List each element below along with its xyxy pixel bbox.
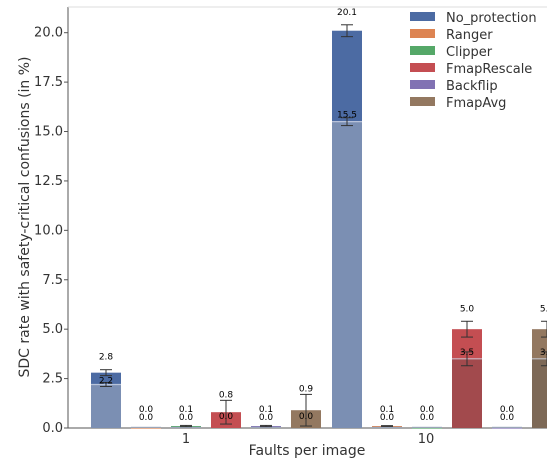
bar-inner-value-label: 0.0 <box>139 413 154 423</box>
bar-inner <box>532 358 547 428</box>
legend-label: Ranger <box>446 28 493 43</box>
bar-inner-value-label: 0.0 <box>219 412 234 422</box>
bar-inner <box>332 121 362 429</box>
bar-inner-value-label: 3.5 <box>540 348 547 358</box>
y-tick-label: 20.0 <box>34 26 63 41</box>
legend-swatch <box>410 29 435 38</box>
bar-inner <box>171 426 201 428</box>
bar-inner <box>412 426 442 428</box>
bar-value-label: 0.0 <box>420 405 435 415</box>
bar-inner <box>91 384 121 428</box>
y-tick-label: 15.0 <box>34 125 63 140</box>
legend: No_protection Ranger Clipper FmapRescale Bac… <box>410 11 537 111</box>
legend-label: Backflip <box>446 79 498 94</box>
bar-inner-value-label: 3.5 <box>460 348 474 358</box>
x-tick-label: 10 <box>418 432 435 447</box>
bar-inner-value-label: 15.5 <box>337 111 357 121</box>
bar-value-label: 5.0 <box>540 304 547 314</box>
bar-inner <box>131 426 161 428</box>
y-tick-label: 5.0 <box>42 322 63 337</box>
x-axis-label: Faults per image <box>249 443 366 459</box>
legend-label: No_protection <box>446 11 537 26</box>
bar <box>131 428 161 429</box>
bar-value-label: 0.9 <box>299 384 314 394</box>
legend-swatch <box>410 63 435 72</box>
legend-label: Clipper <box>446 45 493 60</box>
bar-inner-value-label: 0.0 <box>500 413 515 423</box>
bar-value-label: 0.1 <box>380 405 394 415</box>
bar-value-label: 5.0 <box>460 304 475 314</box>
bar-inner <box>372 426 402 428</box>
bar-inner-value-label: 0.0 <box>299 412 314 422</box>
y-tick-label: 10.0 <box>34 223 63 238</box>
legend-swatch <box>410 80 435 89</box>
bar-inner-value-label: 2.2 <box>99 377 113 387</box>
bar-value-label: 0.1 <box>179 405 193 415</box>
legend-swatch <box>410 46 435 55</box>
y-tick-label: 0.0 <box>42 421 63 436</box>
y-axis-label: SDC rate with safety-critical confusions… <box>17 56 33 377</box>
legend-label: FmapAvg <box>446 96 506 111</box>
bar-value-label: 0.0 <box>139 405 154 415</box>
bar-inner-value-label: 0.0 <box>259 413 274 423</box>
bar-value-label: 0.1 <box>259 405 273 415</box>
plot-area: 2.82.20.00.00.10.00.80.00.10.00.90.020.1… <box>67 6 547 429</box>
bar-inner-value-label: 0.0 <box>179 413 194 423</box>
bar-value-label: 20.1 <box>337 8 357 18</box>
legend-label: FmapRescale <box>446 62 532 77</box>
bar-inner <box>492 426 522 428</box>
bar-inner <box>251 426 281 428</box>
legend-swatch <box>410 12 435 21</box>
legend-swatch <box>410 97 435 106</box>
y-tick-label: 12.5 <box>34 174 63 189</box>
bar-inner-value-label: 0.0 <box>380 413 395 423</box>
bar <box>492 428 522 429</box>
y-tick-label: 2.5 <box>42 372 63 387</box>
bar <box>412 428 442 429</box>
y-tick-label: 17.5 <box>34 75 63 90</box>
bar-value-label: 0.0 <box>500 405 515 415</box>
bar-inner <box>452 358 482 428</box>
x-axis-ticks: 1 10 <box>182 432 434 447</box>
y-tick-label: 7.5 <box>42 273 63 288</box>
bar-value-label: 2.8 <box>99 353 114 363</box>
y-axis-ticks: 0.0 2.5 5.0 7.5 10.0 12.5 15.0 17.5 20.0 <box>34 26 68 436</box>
x-tick-label: 1 <box>182 432 190 447</box>
bar-value-label: 0.8 <box>219 390 234 400</box>
bar-inner-value-label: 0.0 <box>420 413 435 423</box>
